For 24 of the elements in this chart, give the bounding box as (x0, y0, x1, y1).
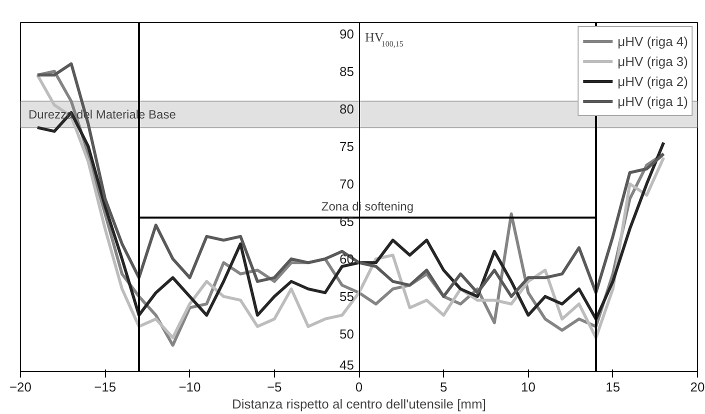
legend-label: μHV (riga 1) (618, 94, 688, 108)
x-tick-label: 5 (440, 380, 448, 394)
x-tick-label: 0 (355, 380, 363, 394)
y-tick-label: 50 (340, 326, 354, 342)
x-tick-label: −20 (9, 380, 32, 394)
x-tick-label: −10 (178, 380, 201, 394)
y-tick-label: 85 (340, 64, 354, 79)
x-tick-label: 10 (521, 380, 536, 394)
y-tick-label: 45 (340, 358, 354, 372)
y-tick-label: 60 (340, 251, 354, 266)
y-tick-label: 70 (340, 176, 354, 192)
x-axis-title: Distanza rispetto al centro dell'utensile [mm] (232, 396, 486, 412)
legend-label: μHV (riga 2) (618, 74, 688, 88)
y-tick-label: 55 (340, 288, 354, 304)
legend-label: μHV (riga 4) (618, 34, 688, 48)
x-tick-label: −15 (94, 380, 116, 394)
y-tick-label: 65 (340, 214, 354, 229)
y-tick-label: 75 (340, 138, 354, 154)
x-tick-label: 20 (690, 380, 705, 394)
legend-label: μHV (riga 3) (618, 54, 688, 68)
y-tick-label: 90 (340, 26, 354, 42)
x-tick-label: 15 (606, 380, 620, 394)
x-tick-label: −5 (266, 380, 282, 394)
y-tick-label: 80 (340, 101, 354, 116)
